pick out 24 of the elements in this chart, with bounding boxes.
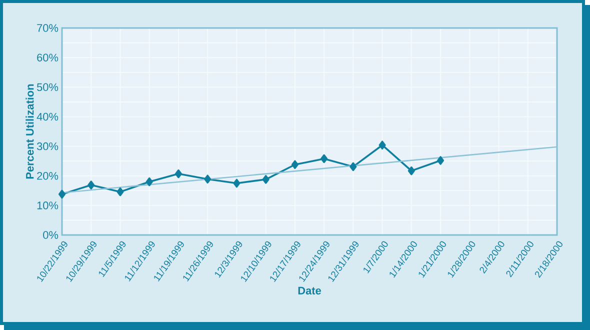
point [146, 177, 153, 186]
point [88, 180, 95, 190]
point [350, 162, 357, 172]
x-axis-title: Date [298, 286, 322, 294]
point [174, 169, 182, 178]
point [320, 154, 328, 164]
y-tick-label: 0% [43, 231, 58, 239]
y-tick-label: 40% [36, 112, 58, 121]
point [262, 175, 270, 184]
y-tick-label: 70% [37, 24, 58, 32]
point [233, 178, 240, 188]
point [378, 140, 386, 150]
y-tick-label: 60% [37, 54, 58, 62]
y-tick-label: 30% [36, 142, 58, 150]
point [58, 190, 66, 199]
point [408, 166, 415, 176]
point [291, 160, 298, 170]
y-tick-label: 20% [37, 172, 58, 180]
y-tick-label: 10% [37, 202, 58, 210]
y-axis-title: Percent Utilization [26, 84, 34, 179]
point [116, 187, 124, 196]
point [437, 156, 444, 165]
point [204, 174, 212, 184]
y-tick-label: 50% [36, 83, 58, 92]
